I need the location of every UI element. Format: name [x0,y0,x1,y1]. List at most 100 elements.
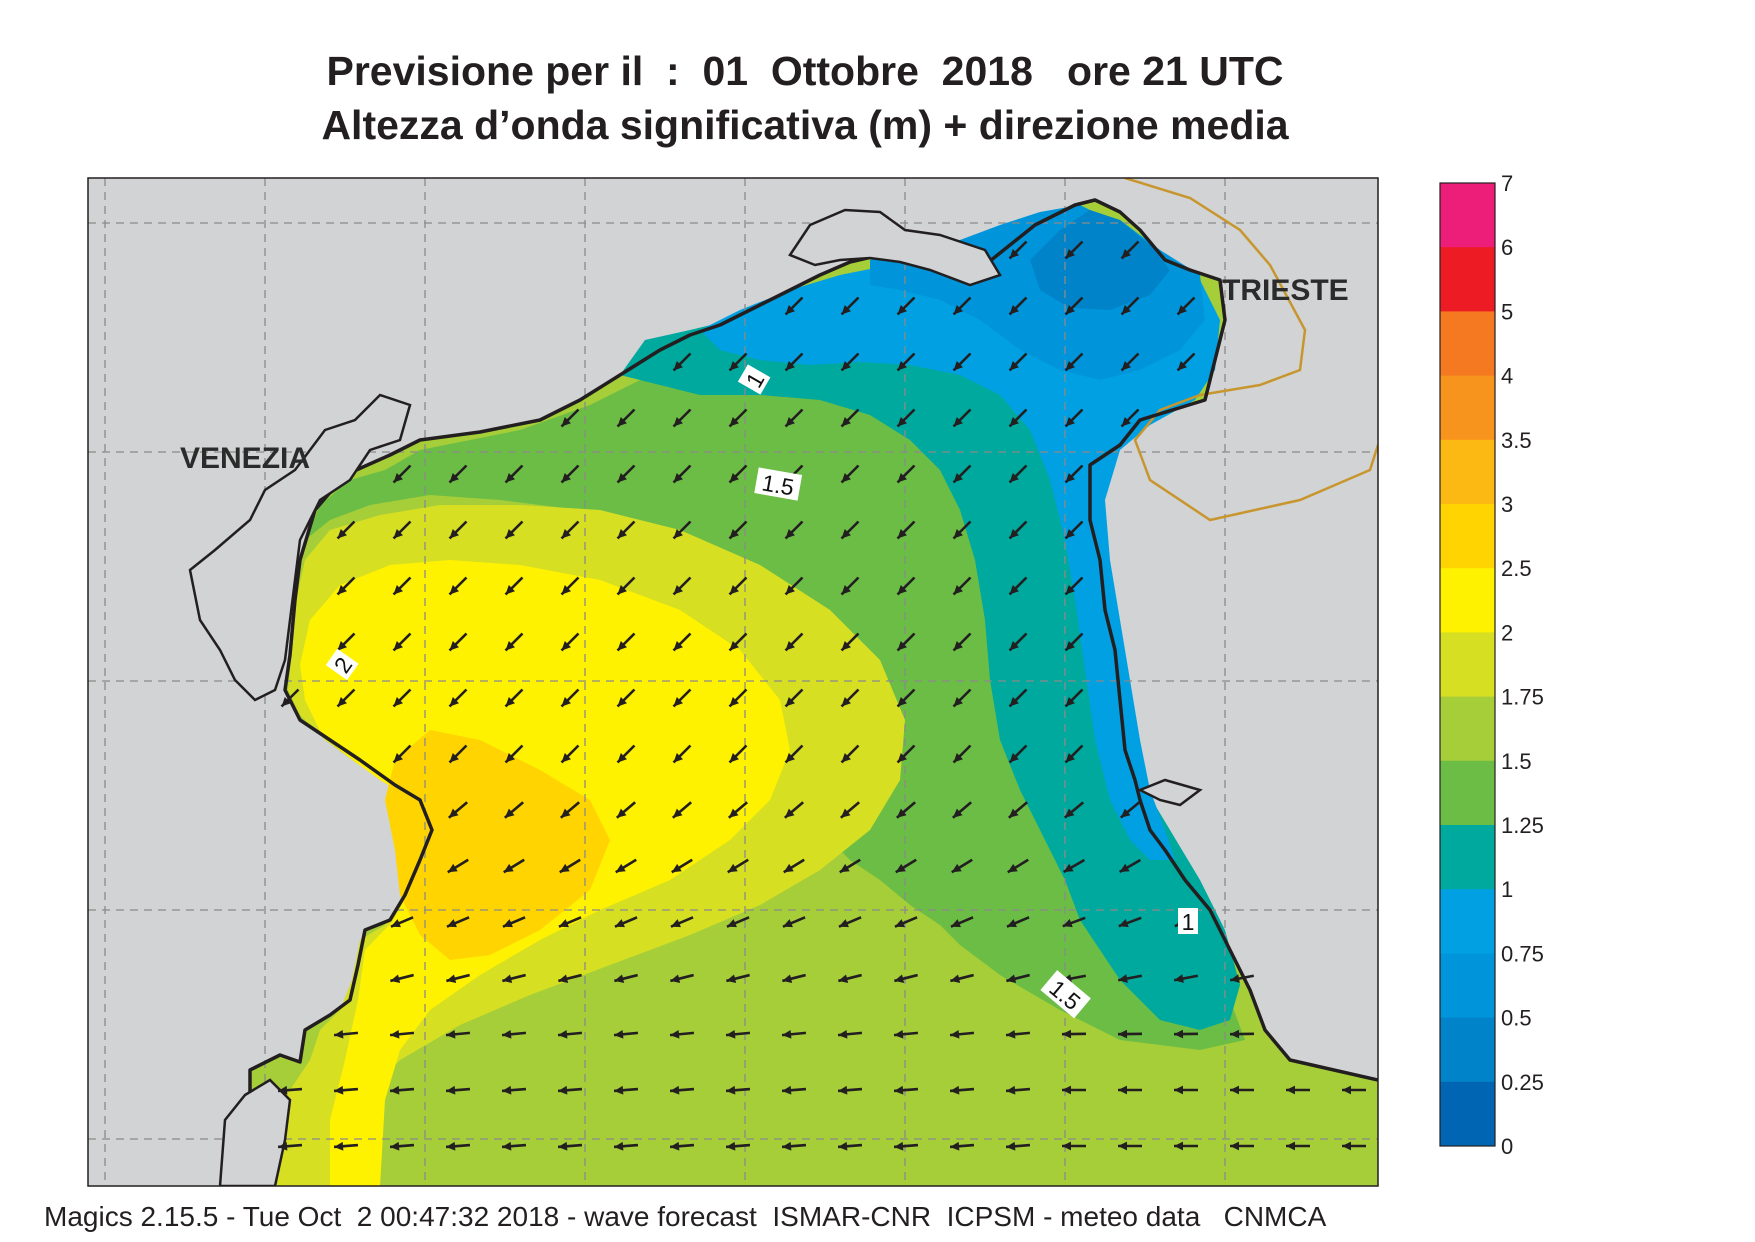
wave-arrow-head [561,417,571,427]
legend-tick-label: 5 [1501,299,1513,324]
wave-arrow-head [1120,808,1131,818]
wave-arrow-head [782,919,793,928]
map-grid [88,178,1378,1186]
wave-arrow-head [782,1085,792,1095]
wave-arrow-head [617,417,627,427]
wave-arrow-head [558,1029,568,1039]
wave-arrow-head [447,863,458,873]
wave-arrow-head [337,585,347,595]
wave-arrow-head [785,361,795,371]
wave-arrow-head [1062,918,1073,928]
wave-arrow-head [953,641,963,651]
wave-arrow-head [617,697,627,707]
legend-swatch [1440,825,1495,890]
wave-arrow-head [614,974,625,983]
wave-arrow-head [1342,1085,1352,1095]
wave-arrow-head [953,529,963,539]
wave-arrow-head [729,417,739,427]
legend-tick-label: 0 [1501,1134,1513,1159]
wave-arrow-head [1006,919,1017,928]
wave-arrow-head [782,1029,792,1039]
legend-swatch [1440,632,1495,698]
legend-tick-label: 2.5 [1501,556,1532,581]
wave-arrow-head [784,808,795,818]
wave-arrow-head [729,753,739,763]
wave-arrow-head [1065,585,1075,595]
wave-arrow-head [841,417,851,427]
wave-arrow-head [1230,1085,1240,1095]
wave-arrow-head [334,1029,344,1039]
wave-arrow-head [1009,753,1019,763]
map-subtitle: Altezza d’onda significativa (m) + direz… [321,102,1289,148]
wave-arrow-head [334,1141,344,1151]
contour-label-1-5-north: 1.5 [754,467,803,501]
wave-arrow-head [897,361,907,371]
legend-tick-label: 1.5 [1501,749,1532,774]
wave-arrow-head [1009,305,1019,315]
wave-arrow-head [390,1085,400,1095]
legend-swatch [1440,1017,1495,1083]
wave-arrow-head [617,585,627,595]
wave-arrow-head [671,863,682,873]
wave-arrow-head [449,641,459,651]
legend-tick-label: 3.5 [1501,428,1532,453]
wave-arrow-head [1118,1085,1128,1095]
istria-coast-outline [1136,778,1203,807]
wave-arrow-head [337,529,347,539]
legend-tick-label: 6 [1501,235,1513,260]
wave-arrow-head [1119,863,1130,873]
wave-arrow-head [393,473,403,483]
national-border [1124,178,1378,522]
wave-arrow-head [505,641,515,651]
legend-tick-label: 1.25 [1501,813,1544,838]
wave-arrow-head [841,585,851,595]
city-label-venezia: VENEZIA [180,442,310,475]
wave-arrow-head [1008,808,1019,818]
wave-arrow-head [390,1141,400,1151]
wave-arrow-head [783,863,794,873]
wave-arrow-head [1009,473,1019,483]
wave-arrow-head [560,808,571,818]
svg-text:1.5: 1.5 [760,469,796,500]
wave-arrow-head [726,1141,736,1151]
wave-arrow-head [617,529,627,539]
legend-swatch [1440,375,1495,441]
wave-arrow-head [446,1085,456,1095]
wave-arrow-head [1006,1029,1016,1039]
wave-arrow-head [1230,1029,1240,1039]
city-label-trieste: TRIESTE [1222,274,1349,307]
legend-tick-label: 1 [1501,877,1513,902]
wave-arrow-head [1062,1029,1072,1039]
legend-tick-label: 4 [1501,364,1513,389]
wave-arrow-head [951,863,962,873]
wave-arrow-head [838,974,849,983]
wave-arrow-head [502,1029,512,1039]
wave-arrow-head [950,974,961,983]
wave-arrow-head [558,974,569,983]
map-area: 1 1.5 2 1 1.5 VENEZIA TRIESTE [88,178,1378,1186]
wave-arrow-head [1342,1141,1352,1151]
wave-arrow-head [1062,1141,1072,1151]
wave-arrow-head [1286,1141,1296,1151]
wave-arrow-head [895,863,906,873]
wave-arrow-head [446,1141,456,1151]
wave-arrow-head [894,1141,904,1151]
wave-arrow-head [616,808,627,818]
wave-arrow-head [446,1029,456,1039]
wave-arrow-head [894,919,905,928]
wave-arrow-head [839,863,850,873]
wave-arrow-head [505,697,515,707]
wave-arrow-head [897,753,907,763]
legend-tick-label: 7 [1501,171,1513,196]
wave-arrow-head [670,1141,680,1151]
wave-arrow-head [393,585,403,595]
wave-arrow-head [840,808,851,818]
wave-arrow-head [278,1141,288,1151]
wave-arrow-head [1065,641,1075,651]
wave-arrow-head [505,753,515,763]
wave-arrow-head [896,808,907,818]
wave-arrow-head [785,417,795,427]
wave-arrow-head [334,1085,344,1095]
wave-arrow-head [1121,417,1131,427]
wave-arrow-head [673,417,683,427]
